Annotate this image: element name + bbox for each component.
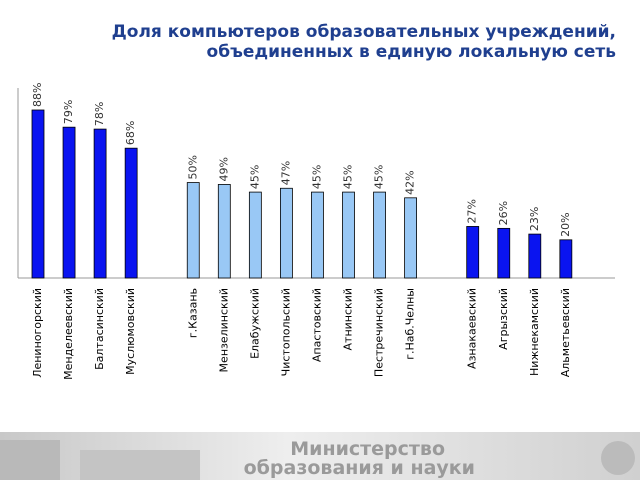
x-tick-label: Агрызский xyxy=(497,288,510,350)
bar xyxy=(186,182,200,279)
value-label: 88% xyxy=(31,83,44,107)
value-label: 78% xyxy=(93,102,106,126)
x-tick-label: Мензелинский xyxy=(217,288,230,372)
value-label: 26% xyxy=(497,201,510,225)
x-tick-label: Нижнекамский xyxy=(528,288,541,376)
bar xyxy=(279,187,293,279)
x-tick-label: Чистопольский xyxy=(279,288,292,376)
bar xyxy=(311,191,324,279)
bar xyxy=(248,191,262,279)
x-tick-label: Пестречинский xyxy=(373,288,386,377)
bar xyxy=(93,128,107,279)
footer-building xyxy=(80,450,200,480)
value-label: 27% xyxy=(466,199,479,223)
bar xyxy=(124,147,138,279)
value-label: 79% xyxy=(62,100,75,124)
bar xyxy=(62,126,76,279)
bar xyxy=(404,197,418,279)
value-label: 49% xyxy=(217,157,230,181)
bar xyxy=(528,233,542,279)
value-label: 45% xyxy=(373,165,386,189)
value-label: 42% xyxy=(404,170,417,194)
x-tick-label: Балтасинский xyxy=(93,288,106,370)
x-tick-label: Менделеевский xyxy=(62,288,75,380)
value-label: 23% xyxy=(528,207,541,231)
value-label: 47% xyxy=(279,161,292,185)
value-label: 45% xyxy=(342,165,355,189)
footer-line: образования и науки xyxy=(244,457,475,479)
x-tick-label: Азнакаевский xyxy=(466,288,479,369)
x-tick-label: Апастовский xyxy=(310,288,323,362)
footer-building xyxy=(0,440,60,480)
bar xyxy=(373,191,386,279)
value-label: 45% xyxy=(248,165,261,189)
value-label: 50% xyxy=(186,155,199,179)
value-label: 68% xyxy=(124,121,137,145)
bar xyxy=(466,226,480,279)
value-label: 45% xyxy=(310,165,323,189)
bar xyxy=(497,227,511,279)
x-tick-label: г.Казань xyxy=(186,288,199,338)
x-tick-label: Лениногорский xyxy=(31,288,44,378)
emblem xyxy=(601,441,635,475)
chart-title: Доля компьютеров образовательных учрежде… xyxy=(112,22,616,62)
bar xyxy=(559,239,573,279)
bar xyxy=(342,191,355,279)
x-tick-label: Атнинский xyxy=(342,288,355,350)
x-tick-label: г.Наб.Челны xyxy=(404,288,417,360)
bar xyxy=(31,109,45,279)
bar xyxy=(217,184,231,279)
x-tick-label: Альметьевский xyxy=(559,288,572,377)
x-tick-label: Елабужский xyxy=(248,288,261,359)
footer-line: Министерство xyxy=(290,438,445,460)
x-tick-label: Муслюмовский xyxy=(124,288,137,375)
value-label: 20% xyxy=(559,212,572,236)
